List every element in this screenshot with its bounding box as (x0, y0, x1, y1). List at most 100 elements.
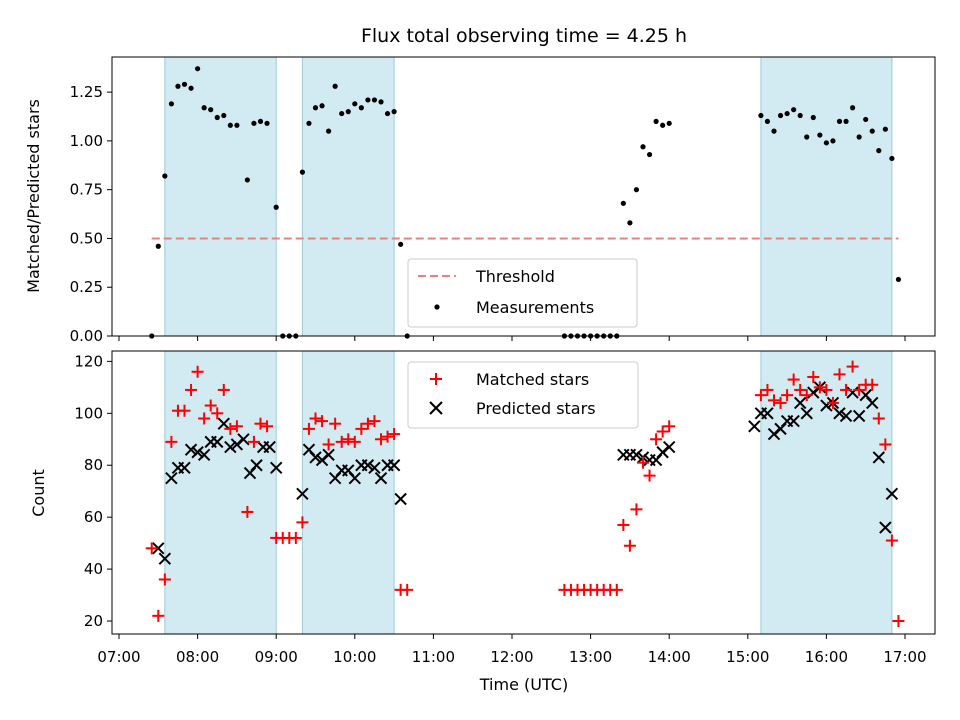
matched-star-point (342, 433, 355, 446)
matched-star-point (866, 378, 879, 391)
measurement-point (869, 128, 875, 134)
matched-star-point (872, 412, 885, 425)
matched-star-point (885, 534, 898, 547)
shaded-interval-2 (301, 350, 395, 635)
matched-star-point (145, 542, 158, 555)
predicted-star-point (885, 487, 899, 501)
matched-star-point (381, 430, 394, 443)
predicted-star-point (793, 396, 807, 410)
measurement-point (234, 122, 240, 128)
predicted-star-point (237, 433, 250, 446)
bottom-legend-box (407, 361, 639, 429)
x-tick-label: 10:00 (333, 648, 376, 666)
measurement-point (365, 97, 371, 103)
matched-star-point (316, 415, 329, 428)
measurement-point (633, 187, 640, 193)
matched-star-point (261, 420, 274, 433)
measurement-point (352, 101, 358, 107)
matched-star-point (178, 404, 191, 417)
predicted-star-point (800, 407, 813, 420)
measurement-point (332, 83, 338, 89)
predicted-star-point (662, 440, 676, 454)
bottom-axes-frame (111, 350, 936, 635)
measurement-points (149, 66, 902, 339)
matched-star-point (185, 383, 198, 396)
measurement-point (640, 144, 646, 150)
matched-star-point (761, 383, 774, 396)
measurement-point (273, 204, 279, 210)
measurement-point (168, 101, 174, 107)
measurement-point (764, 118, 771, 124)
matched-star-point (617, 518, 630, 531)
matched-star-point (152, 609, 165, 622)
measurement-point (221, 112, 227, 119)
predicted-star-point (361, 459, 375, 472)
measurement-point (817, 132, 823, 138)
matched-star-point (296, 516, 309, 529)
matched-star-point (302, 422, 315, 435)
matched-star-point (807, 370, 820, 383)
top-y-tick-label: 0.00 (70, 327, 103, 345)
legend-matched-label: Matched stars (476, 370, 589, 389)
predicted-star-point (224, 440, 237, 454)
measurement-point (195, 66, 201, 72)
matched-star-point (289, 531, 302, 544)
measurement-point (208, 107, 214, 113)
measurement-point (345, 109, 351, 115)
matched-star-point (833, 368, 846, 381)
predicted-star-point (872, 451, 886, 464)
matched-star-point (241, 505, 254, 518)
matched-star-point (787, 373, 800, 386)
measurement-point (620, 200, 626, 206)
bottom-shaded-intervals (164, 350, 893, 635)
predicted-star-point (197, 448, 211, 462)
legend-predicted-label: Predicted stars (476, 399, 596, 418)
measurement-point (358, 105, 364, 111)
top-shaded-intervals (164, 56, 893, 337)
matched-star-point (820, 383, 833, 396)
measurement-point (214, 114, 220, 121)
predicted-star-point (250, 459, 263, 472)
top-y-ticks: 0.00 0.25 0.50 0.75 1.00 1.25 (70, 83, 112, 345)
matched-star-point (826, 396, 839, 409)
legend-predicted-swatch (429, 401, 443, 415)
matched-star-point (375, 433, 387, 446)
predicted-star-point (217, 417, 231, 430)
matched-star-point (158, 573, 171, 586)
measurement-point (810, 114, 816, 121)
predicted-star-point (263, 440, 276, 454)
predicted-star-point (374, 472, 388, 485)
matched-star-point (813, 381, 826, 394)
measurement-point (181, 81, 188, 87)
x-tick-label: 17:00 (883, 648, 926, 666)
predicted-star-point (846, 386, 859, 399)
predicted-star-point (820, 399, 833, 412)
x-tick-label: 08:00 (176, 648, 219, 666)
matched-star-point (198, 412, 211, 425)
predicted-star-point (184, 443, 198, 456)
shaded-interval-2 (301, 56, 395, 337)
matched-star-point (368, 415, 381, 428)
bottom-y-tick-label: 20 (84, 612, 103, 630)
matched-star-point (211, 407, 224, 420)
measurement-point (227, 122, 233, 128)
matched-star-point (800, 389, 813, 402)
top-legend: Threshold Measurements (407, 258, 638, 328)
x-tick-label: 14:00 (648, 648, 691, 666)
predicted-star-point (165, 472, 178, 485)
measurement-point (646, 151, 653, 158)
top-legend-box (407, 258, 638, 328)
matched-star-point (165, 435, 178, 448)
top-panel: 0.00 0.25 0.50 0.75 1.00 1.25 Matched/Predict… (24, 56, 936, 345)
measurement-point (660, 122, 666, 128)
legend-measurements-swatch (434, 304, 440, 310)
top-axes-frame (111, 56, 936, 337)
top-y-tick-label: 1.25 (70, 83, 103, 101)
predicted-star-point (748, 420, 761, 433)
predicted-star-point (348, 472, 362, 485)
matched-star-point (191, 365, 204, 378)
predicted-stars-points (152, 381, 899, 565)
predicted-star-point (630, 448, 643, 462)
measurement-point (876, 148, 882, 154)
measurement-point (856, 134, 862, 140)
